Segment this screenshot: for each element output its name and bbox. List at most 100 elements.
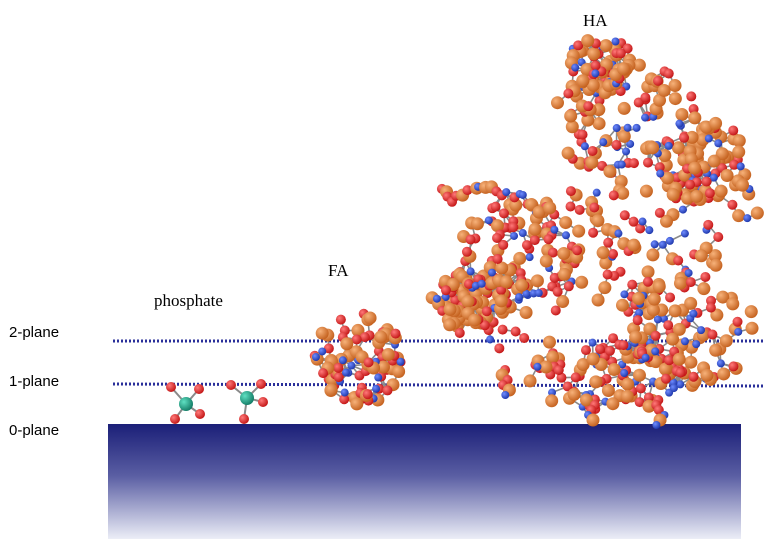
plane-1-label: 1-plane — [9, 373, 59, 390]
carbon-atom — [530, 274, 544, 288]
nitrogen-atom — [396, 357, 405, 366]
oxygen-atom — [170, 414, 180, 424]
carbon-atom — [684, 355, 698, 369]
carbon-atom — [315, 326, 329, 340]
nitrogen-atom — [534, 289, 543, 298]
carbon-atom — [585, 156, 599, 170]
fa-molecule — [309, 308, 406, 411]
oxygen-atom — [653, 405, 664, 415]
carbon-atom — [653, 93, 667, 107]
carbon-atom — [528, 222, 542, 236]
carbon-atom — [603, 164, 617, 178]
nitrogen-atom — [709, 173, 718, 182]
carbon-atom — [641, 265, 655, 279]
nitrogen-atom — [680, 337, 689, 346]
carbon-atom — [709, 258, 723, 272]
nitrogen-atom — [651, 347, 660, 356]
nitrogen-atom — [676, 380, 685, 389]
oxygen-atom — [640, 92, 651, 103]
oxygen-atom — [490, 201, 501, 212]
oxygen-atom — [194, 384, 204, 394]
oxygen-atom — [498, 208, 509, 219]
carbon-atom — [646, 141, 660, 155]
carbon-atom — [543, 201, 557, 215]
phosphate-label: phosphate — [154, 291, 223, 310]
carbon-atom — [658, 362, 672, 376]
nitrogen-atom — [704, 134, 713, 143]
oxygen-atom — [587, 146, 598, 157]
oxygen-atom — [595, 344, 606, 355]
carbon-atom — [700, 368, 714, 382]
oxygen-atom — [664, 355, 675, 366]
carbon-atom — [646, 248, 660, 262]
oxygen-atom — [685, 179, 696, 190]
carbon-atom — [708, 249, 722, 263]
nitrogen-atom — [664, 141, 673, 150]
oxygen-atom — [588, 227, 599, 238]
nitrogen-atom — [522, 289, 531, 298]
nitrogen-atom — [338, 356, 347, 365]
nitrogen-atom — [743, 214, 752, 223]
nitrogen-atom — [623, 123, 632, 132]
nitrogen-atom — [432, 294, 441, 303]
oxygen-atom — [547, 247, 558, 258]
carbon-atom — [694, 249, 708, 263]
carbon-atom — [557, 247, 571, 261]
carbon-atom — [363, 311, 377, 325]
oxygen-atom — [728, 361, 739, 372]
oxygen-atom — [333, 362, 344, 373]
nitrogen-atom — [635, 308, 644, 317]
carbon-atom — [443, 302, 457, 316]
oxygen-atom — [628, 158, 639, 169]
carbon-atom — [717, 367, 731, 381]
oxygen-atom — [654, 207, 665, 218]
carbon-atom — [592, 117, 606, 131]
carbon-atom — [672, 352, 686, 366]
nitrogen-atom — [645, 226, 654, 235]
carbon-atom — [601, 383, 615, 397]
nitrogen-atom — [714, 139, 723, 148]
oxygen-atom — [611, 139, 622, 150]
oxygen-atom — [663, 320, 674, 331]
oxygen-atom — [635, 223, 646, 234]
nitrogen-atom — [466, 267, 475, 276]
nitrogen-atom — [533, 362, 542, 371]
carbon-atom — [688, 111, 702, 125]
oxygen-atom — [498, 239, 509, 250]
oxygen-atom — [359, 332, 370, 343]
carbon-atom — [629, 330, 643, 344]
carbon-atom — [579, 393, 593, 407]
nitrogen-atom — [561, 231, 570, 240]
oxygen-atom — [550, 305, 561, 316]
nitrogen-atom — [626, 139, 635, 148]
oxygen-atom — [195, 409, 205, 419]
oxygen-atom — [654, 162, 665, 173]
oxygen-atom — [704, 188, 715, 199]
nitrogen-atom — [525, 253, 534, 262]
oxygen-atom — [543, 234, 554, 245]
carbon-atom — [539, 254, 553, 268]
carbon-atom — [684, 296, 698, 310]
oxygen-atom — [615, 48, 626, 59]
carbon-atom — [617, 101, 631, 115]
carbon-atom — [381, 348, 395, 362]
nitrogen-atom — [515, 293, 524, 302]
nitrogen-atom — [441, 293, 450, 302]
nitrogen-atom — [518, 229, 527, 238]
oxygen-atom — [494, 343, 505, 354]
carbon-atom — [668, 304, 682, 318]
nitrogen-atom — [617, 160, 626, 169]
oxygen-atom — [552, 286, 563, 297]
carbon-atom — [556, 295, 570, 309]
carbon-atom — [513, 251, 527, 265]
oxygen-atom — [650, 330, 661, 341]
nitrogen-atom — [620, 369, 629, 378]
oxygen-atom — [643, 392, 654, 403]
oxygen-atom — [565, 201, 576, 212]
carbon-atom — [559, 216, 573, 230]
carbon-atom — [668, 92, 682, 106]
oxygen-atom — [589, 202, 600, 213]
oxygen-atom — [583, 101, 594, 112]
carbon-atom — [647, 292, 661, 306]
